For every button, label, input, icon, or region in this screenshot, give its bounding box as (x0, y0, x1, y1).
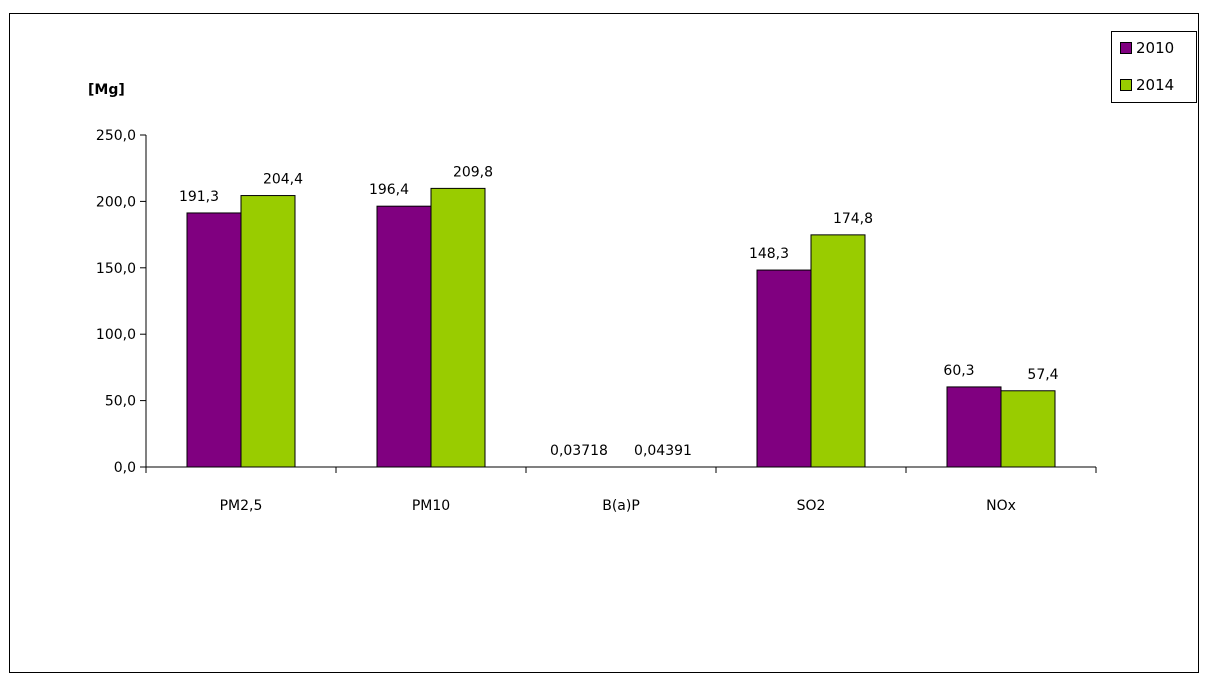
legend-item-2014: 2014 (1120, 75, 1174, 95)
bar-2014-PM10 (430, 187, 486, 468)
data-label: 196,4 (369, 182, 409, 198)
y-axis: 0,0 50,0 100,0 150,0 200,0 250,0 (96, 128, 147, 476)
bars (186, 187, 1056, 468)
x-tick-label: B(a)P (602, 498, 640, 514)
data-label: 174,8 (833, 211, 873, 227)
data-label: 0,04391 (634, 443, 692, 459)
legend-label-2010: 2010 (1136, 39, 1175, 57)
y-tick-label: 200,0 (96, 194, 136, 210)
bar-2010-SO2 (756, 269, 812, 468)
bar-2010-PM10 (376, 205, 432, 468)
data-label: 191,3 (179, 189, 219, 205)
data-label: 0,03718 (550, 443, 608, 459)
data-label: 209,8 (453, 164, 493, 180)
bar-2014-SO2 (810, 234, 866, 468)
unit-label: [Mg] (88, 82, 125, 98)
legend-swatch-2014 (1120, 79, 1132, 91)
data-labels: 191,3 196,4 0,03718 148,3 60,3 204,4 209,8 0,04… (179, 164, 1059, 459)
bar-2014-NOx (1000, 390, 1056, 468)
data-label: 204,4 (263, 172, 303, 188)
x-axis: PM2,5 PM10 B(a)P SO2 NOx (145, 466, 1097, 514)
legend-label-2014: 2014 (1136, 76, 1175, 94)
legend: 2010 2014 (1111, 31, 1197, 103)
x-tick-label: PM2,5 (220, 498, 263, 514)
bar-2014-PM2,5 (240, 195, 296, 468)
data-label: 57,4 (1027, 367, 1058, 383)
y-tick-label: 150,0 (96, 261, 136, 277)
y-tick-label: 250,0 (96, 128, 136, 144)
y-tick-label: 0,0 (114, 460, 136, 476)
bar-2010-NOx (946, 386, 1002, 468)
y-tick-label: 100,0 (96, 327, 136, 343)
legend-item-2010: 2010 (1120, 38, 1174, 58)
x-tick-label: SO2 (797, 498, 826, 514)
bar-2010-PM2,5 (186, 212, 242, 468)
data-label: 148,3 (749, 246, 789, 262)
x-tick-label: NOx (986, 498, 1016, 514)
legend-swatch-2010 (1120, 42, 1132, 54)
y-tick-label: 50,0 (105, 394, 136, 410)
data-label: 60,3 (943, 363, 974, 379)
x-tick-label: PM10 (412, 498, 450, 514)
